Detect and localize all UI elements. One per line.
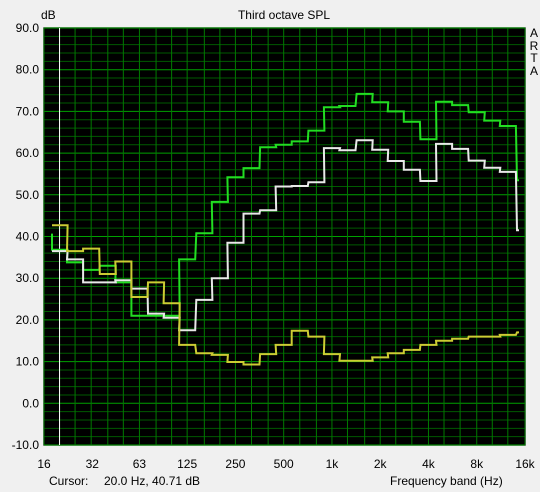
- x-tick-label: 63: [133, 457, 147, 471]
- y-axis-label: dB: [41, 8, 56, 22]
- brand-letter: A: [529, 26, 538, 40]
- x-tick-label: 2k: [374, 457, 388, 471]
- y-tick-label: 50.0: [16, 188, 40, 202]
- series-group: [51, 92, 519, 366]
- x-tick-label: 32: [86, 457, 100, 471]
- chart-title: Third octave SPL: [238, 8, 330, 22]
- y-tick-label: 20.0: [16, 313, 40, 327]
- x-tick-label: 250: [225, 457, 245, 471]
- y-tick-label: 0.0: [22, 396, 39, 410]
- brand-letter: R: [529, 38, 539, 53]
- y-tick-label: 40.0: [16, 230, 40, 244]
- y-tick-label: 30.0: [16, 271, 40, 285]
- x-tick-label: 16k: [515, 457, 535, 471]
- x-tick-label: 500: [274, 457, 294, 471]
- x-tick-label: 16: [37, 457, 51, 471]
- y-tick-labels: 90.0 80.0 70.0 60.0 50.0 40.0 30.0 20.0 10.0 0.0 -…: [12, 21, 40, 452]
- x-tick-label: 125: [177, 457, 197, 471]
- brand-letter: A: [529, 63, 538, 78]
- y-tick-label: 80.0: [16, 63, 40, 77]
- brand-vertical: A R T A: [529, 27, 539, 77]
- x-tick-label: 4k: [422, 457, 436, 471]
- brand-letter: T: [530, 51, 538, 65]
- cursor-label: Cursor:: [49, 474, 89, 488]
- cursor-readout: 20.0 Hz, 40.71 dB: [104, 474, 201, 488]
- y-tick-label: 90.0: [16, 21, 40, 35]
- x-tick-label: 1k: [326, 457, 340, 471]
- y-tick-label: 70.0: [16, 104, 40, 118]
- series-line-3: [52, 224, 519, 366]
- x-axis-label: Frequency band (Hz): [390, 474, 503, 488]
- x-tick-labels: 16 32 63 125 250 500 1k 2k 4k 8k 16k: [37, 457, 535, 471]
- y-tick-label: 60.0: [16, 146, 40, 160]
- grid: [43, 27, 526, 446]
- x-tick-label: 8k: [470, 457, 484, 471]
- y-tick-label: -10.0: [12, 438, 40, 452]
- y-tick-label: 10.0: [16, 355, 40, 369]
